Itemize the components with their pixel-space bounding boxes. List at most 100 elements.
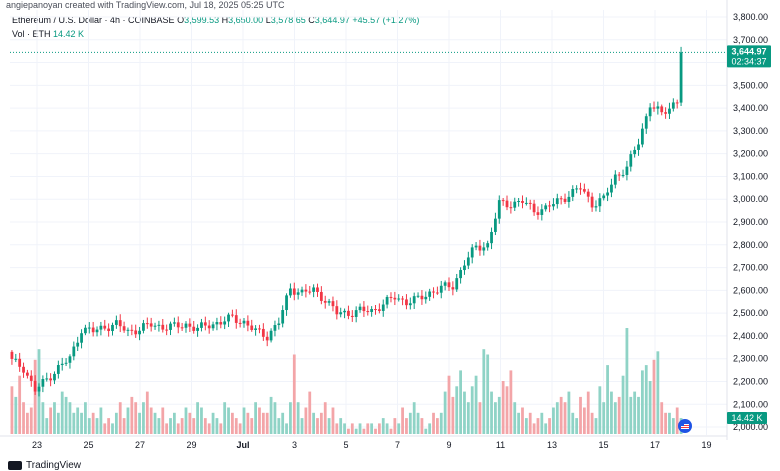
chart-attribution: angiepanoyan created with TradingView.co…	[6, 0, 285, 10]
candle-body	[439, 285, 443, 293]
brand-name: TradingView	[26, 460, 82, 471]
countdown-timer: 02:34:37	[731, 56, 766, 66]
candle-body	[528, 202, 532, 204]
volume-bar	[323, 402, 327, 434]
volume-bar	[478, 402, 482, 434]
volume-bar	[374, 428, 377, 434]
candle-body	[41, 379, 45, 387]
candle-body	[126, 329, 130, 331]
high-value: 3,650.00	[228, 15, 264, 25]
volume-bar	[22, 402, 25, 434]
volume-bar	[180, 418, 184, 434]
volume-bar	[215, 418, 219, 434]
price-tick-label: 3,500.00	[733, 80, 768, 90]
volume-bar	[652, 359, 656, 434]
volume-bar	[420, 418, 424, 434]
time-tick-label: Jul	[236, 440, 249, 450]
volume-bar	[285, 423, 288, 434]
candle-body	[84, 327, 87, 334]
candle-body	[389, 296, 393, 298]
volume-bar	[64, 396, 68, 434]
candle-body	[157, 324, 161, 326]
volume-bar	[586, 391, 590, 434]
candle-body	[161, 324, 165, 330]
candle-body	[14, 358, 18, 360]
volume-bar	[68, 402, 72, 434]
volume-bar	[455, 386, 459, 434]
candle-body	[385, 296, 389, 305]
volume-bar	[111, 423, 114, 434]
candle-body	[482, 247, 486, 251]
volume-bar	[219, 423, 223, 434]
candle-body	[227, 314, 230, 322]
candle-body	[424, 296, 428, 300]
volume-bar	[389, 428, 393, 434]
volume-bar	[505, 386, 509, 434]
candle-body	[679, 52, 683, 103]
open-value: 3,599.53	[184, 15, 220, 25]
volume-bar	[517, 412, 521, 434]
candle-body	[142, 323, 145, 331]
candle-body	[613, 174, 617, 185]
volume-bar	[443, 391, 447, 434]
volume-bar	[370, 423, 374, 434]
candle-body	[107, 328, 111, 332]
candle-body	[165, 329, 169, 331]
volume-bar	[521, 407, 524, 434]
volume-bar	[14, 396, 18, 434]
candle-body	[258, 328, 261, 330]
volume-bar	[172, 412, 176, 434]
candle-body	[327, 301, 331, 303]
price-tick-label: 3,400.00	[733, 103, 768, 113]
volume-bar	[319, 412, 323, 434]
candle-body	[555, 198, 559, 205]
price-tick-label: 2,100.00	[733, 399, 768, 409]
volume-bar	[675, 407, 679, 434]
volume-badge-bg	[727, 412, 767, 424]
candle-body	[300, 289, 304, 293]
volume-bar	[613, 402, 617, 434]
volume-bar	[134, 402, 138, 434]
candle-body	[640, 128, 644, 145]
volume-label: Vol · ETH	[12, 29, 51, 39]
volume-bar	[664, 412, 667, 434]
volume-bar	[176, 423, 180, 434]
volume-bar	[33, 359, 37, 434]
volume-badge-value: 14.42 K	[731, 413, 762, 423]
tradingview-brand[interactable]: TradingView	[8, 460, 81, 471]
symbol-name: Ethereum / U.S. Dollar · 4h · COINBASE	[12, 15, 175, 25]
flag-icon[interactable]	[678, 419, 692, 433]
volume-bar	[335, 423, 339, 434]
candle-body	[459, 270, 462, 279]
volume-bar	[582, 407, 586, 434]
volume-bar	[660, 402, 664, 434]
candle-body	[188, 323, 192, 327]
price-tick-label: 2,500.00	[733, 308, 768, 318]
volume-bar	[41, 402, 45, 434]
price-tick-label: 2,600.00	[733, 285, 768, 295]
candle-body	[490, 231, 493, 244]
candle-body	[149, 323, 153, 327]
volume-bar	[451, 396, 455, 434]
candle-body	[644, 116, 648, 129]
volume-bar	[91, 412, 95, 434]
price-tick-label: 3,700.00	[733, 35, 768, 45]
volume-bar	[490, 391, 493, 434]
candle-body	[621, 174, 625, 176]
candle-body	[412, 296, 416, 304]
volume-bar	[316, 418, 319, 434]
candle-body	[153, 325, 157, 327]
candle-body	[470, 247, 474, 258]
candle-body	[130, 329, 134, 331]
candle-body	[505, 200, 509, 208]
high-label: H	[221, 15, 229, 25]
volume-bar	[548, 418, 551, 434]
volume-bar	[594, 418, 598, 434]
volume-bar	[130, 396, 134, 434]
candle-body	[207, 325, 211, 329]
volume-bar	[482, 349, 486, 434]
candle-body	[358, 306, 362, 311]
candle-body	[497, 200, 501, 219]
volume-bar	[637, 396, 640, 434]
